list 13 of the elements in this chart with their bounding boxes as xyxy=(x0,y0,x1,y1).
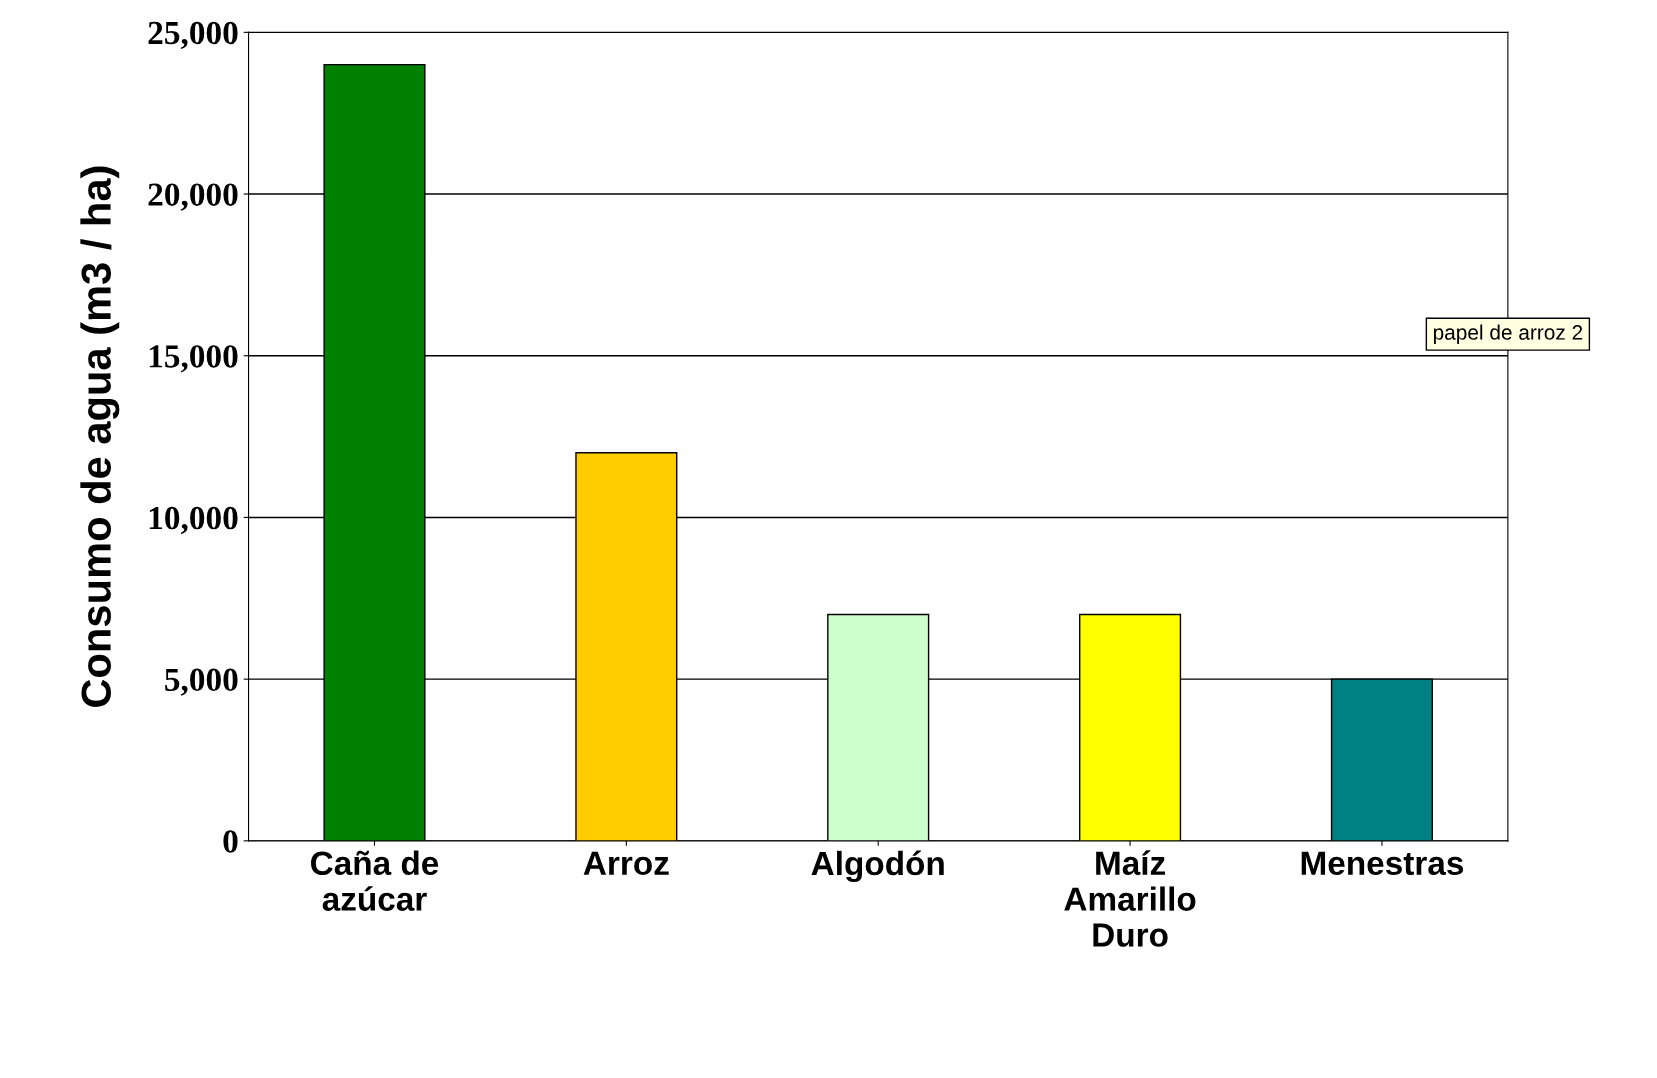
y-tick-label: 15,000 xyxy=(149,345,238,373)
y-tick-label: 25,000 xyxy=(148,21,238,50)
x-tick-label: Arroz xyxy=(583,851,669,876)
y-tick-label: 0 xyxy=(223,830,238,853)
y-tick-label: 20,000 xyxy=(148,183,238,211)
x-tick-label: Menestras xyxy=(1301,851,1464,876)
y-tick-label: 5,000 xyxy=(165,668,238,696)
annotation: papel de arroz 2 xyxy=(1433,324,1583,344)
y-axis-title: Consumo de agua (m3 / ha) xyxy=(80,166,120,707)
x-tick-label: Maíz Amarillo Duro xyxy=(1064,850,1196,947)
x-tick-label: Algodón xyxy=(811,850,944,883)
x-tick-label: Caña de azúcar xyxy=(311,850,439,911)
y-tick-label: 10,000 xyxy=(149,506,238,535)
